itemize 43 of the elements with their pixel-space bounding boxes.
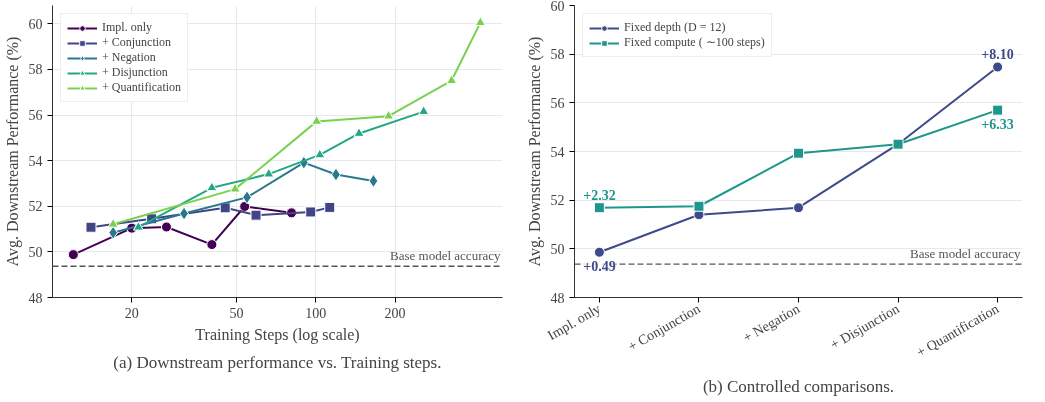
annotation: +6.33	[981, 117, 1014, 133]
text: (a) Downstream performance vs. Training steps.	[113, 352, 442, 372]
y-tick-label: 60	[550, 0, 565, 14]
y-tick-label: 58	[28, 62, 43, 78]
y-tick-label: 54	[550, 144, 565, 160]
y-tick-label: 58	[550, 47, 565, 63]
legend-label: Fixed depth (D = 12)	[624, 20, 726, 35]
legend-label: Fixed compute ( ∼100 steps)	[624, 35, 765, 50]
legend-label: Impl. only	[102, 20, 152, 35]
y-tick-label: 52	[550, 193, 565, 209]
ref-line-label: Base model accuracy	[390, 248, 501, 264]
y-tick-label: 56	[28, 108, 43, 123]
annotation: +0.49	[583, 259, 616, 275]
point	[992, 104, 1004, 116]
legend-label: + Negation	[102, 50, 156, 65]
y-axis-title: Avg. Downstream Performance (%)	[525, 36, 544, 267]
y-tick-label: 56	[550, 95, 565, 111]
y-tick-label: 52	[28, 199, 43, 215]
legend-label: + Disjunction	[102, 65, 168, 80]
y-axis-title: Avg. Downstream Performance (%)	[3, 36, 22, 267]
x-tick-label: 20	[124, 305, 139, 321]
x-tick-label: 50	[229, 305, 244, 321]
annotation: +8.10	[981, 47, 1014, 63]
point	[593, 246, 605, 258]
x-tick-label: 200	[384, 305, 406, 321]
y-tick-label: 60	[28, 16, 43, 32]
y-tick-label: 48	[550, 290, 565, 306]
point	[693, 200, 705, 212]
y-tick-label: 50	[28, 244, 43, 260]
point	[793, 202, 804, 214]
ref-line-label: Base model accuracy	[910, 246, 1021, 262]
y-tick-label: 50	[550, 241, 565, 257]
point	[593, 202, 605, 214]
point	[992, 61, 1004, 73]
x-axis-title: Training Steps (log scale)	[195, 325, 360, 344]
y-tick-label: 54	[28, 153, 43, 169]
text: (b) Controlled comparisons.	[702, 376, 895, 396]
y-tick-label: 48	[28, 290, 43, 306]
legend-label: + Quantification	[102, 80, 182, 95]
annotation: +2.32	[583, 187, 616, 203]
point	[793, 147, 804, 159]
legend-label: + Conjunction	[102, 35, 172, 50]
x-tick-label: 100	[305, 305, 327, 321]
